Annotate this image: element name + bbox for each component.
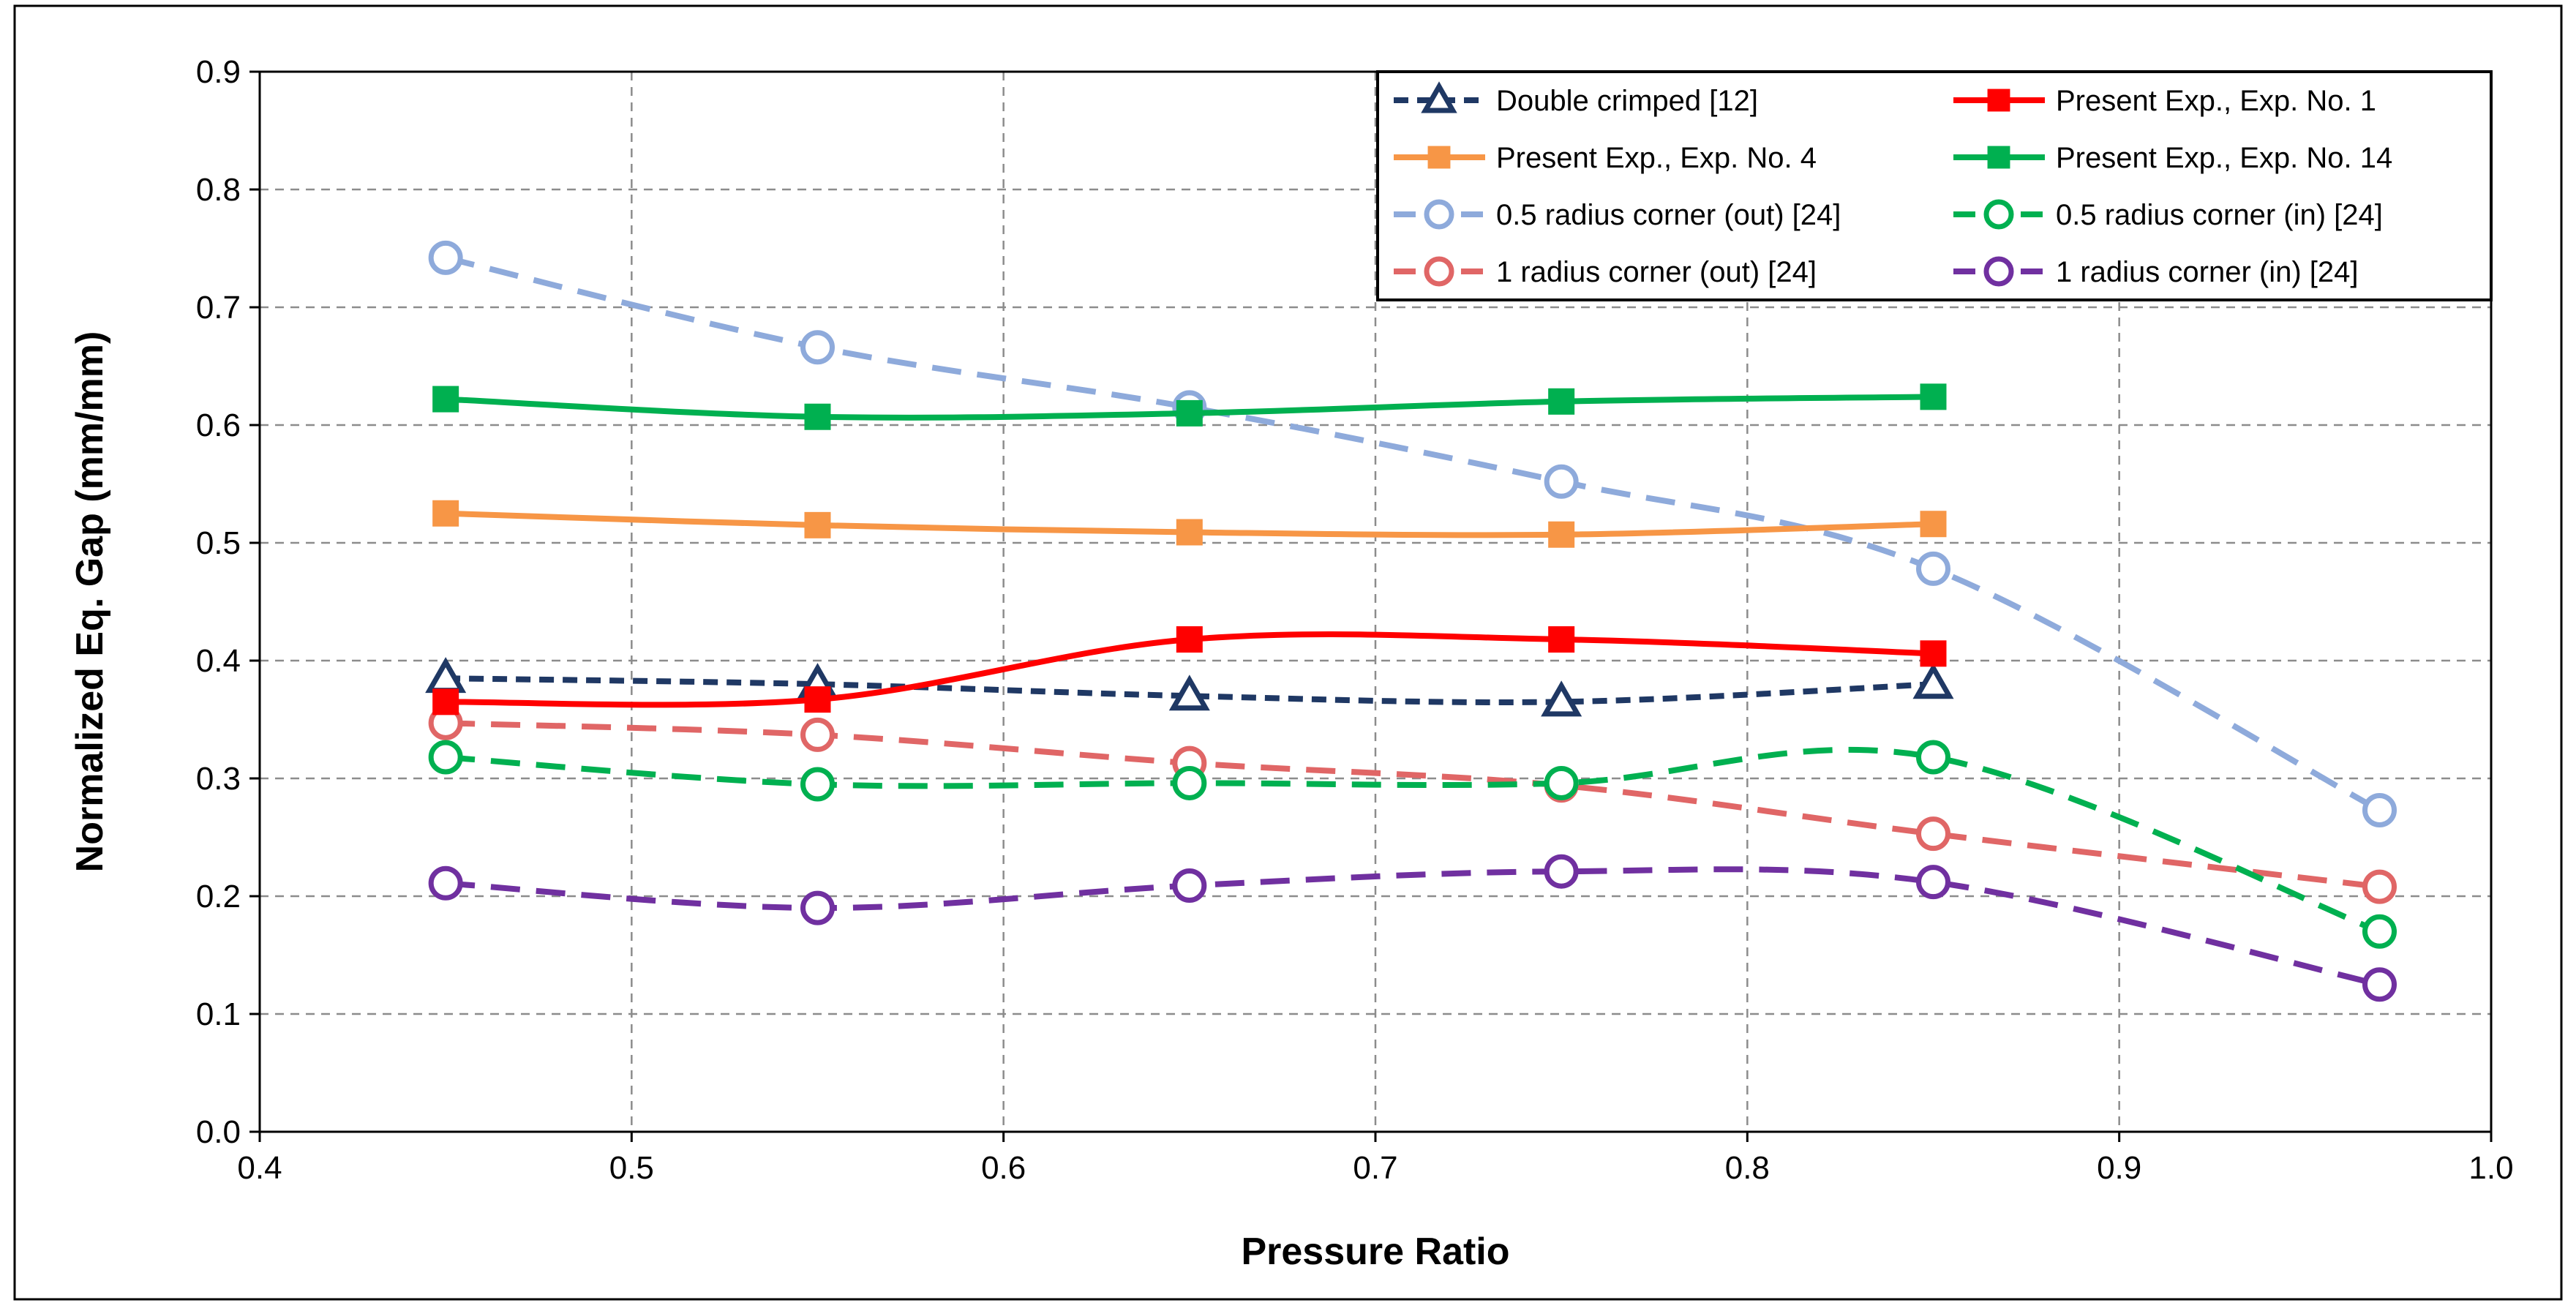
legend-label: Present Exp., Exp. No. 4 <box>1496 142 1817 174</box>
data-point-circle <box>1172 765 1207 800</box>
data-point-circle <box>800 717 835 752</box>
data-point-square <box>1920 511 1947 538</box>
legend-marker-square <box>1987 146 2010 169</box>
data-point-square <box>804 686 831 713</box>
series-layer <box>425 240 2397 1002</box>
series-line <box>446 720 2380 890</box>
legend-item: Present Exp., Exp. No. 4 <box>1394 142 1817 174</box>
x-tick-label: 0.9 <box>2097 1150 2141 1186</box>
y-tick-label: 0.5 <box>196 525 241 561</box>
x-tick-label: 0.5 <box>609 1150 654 1186</box>
series-line <box>445 866 2381 988</box>
data-point-circle <box>800 330 835 365</box>
data-point-square <box>1176 626 1203 653</box>
series-5 <box>428 740 2397 949</box>
legend-marker-circle <box>1424 256 1454 287</box>
legend-marker-circle <box>1983 199 2014 230</box>
legend: Double crimped [12] Present Exp., Exp. No… <box>1376 70 2493 301</box>
series-line <box>445 746 2381 935</box>
x-tick-label: 0.4 <box>237 1150 282 1186</box>
legend-item: 0.5 radius corner (out) [24] <box>1394 199 1841 231</box>
legend-label: Present Exp., Exp. No. 1 <box>2056 85 2376 117</box>
legend-marker-triangle <box>1421 81 1457 113</box>
series-3 <box>432 383 1947 430</box>
data-point-square <box>1176 399 1203 427</box>
legend-marker-square <box>1987 89 2010 112</box>
data-point-circle <box>1172 868 1207 904</box>
y-tick-label: 0.3 <box>196 761 241 797</box>
series-0 <box>425 657 1954 717</box>
series-4 <box>428 240 2397 827</box>
y-tick-label: 0.7 <box>196 290 241 326</box>
data-point-circle <box>800 890 835 925</box>
legend-label: 0.5 radius corner (in) [24] <box>2056 199 2383 231</box>
legend-marker-circle <box>1424 199 1454 230</box>
y-tick-label: 0.8 <box>196 172 241 208</box>
y-tick-label: 0.6 <box>196 407 241 443</box>
legend-label: Present Exp., Exp. No. 14 <box>2056 142 2392 174</box>
x-axis-title: Pressure Ratio <box>1241 1231 1509 1273</box>
data-point-circle <box>428 865 463 901</box>
series-7 <box>428 854 2397 1002</box>
axes: 0.0 0.1 0.2 0.3 0.4 0.5 0.6 0.7 0.8 0.9 0.4 0.5 0.6 0… <box>196 54 2514 1186</box>
data-point-circle <box>428 240 463 275</box>
data-point-square <box>804 403 831 430</box>
data-point-circle <box>2362 869 2397 904</box>
data-point-square <box>804 511 831 538</box>
series-1 <box>432 626 1947 715</box>
data-point-square <box>432 688 459 715</box>
data-point-circle <box>428 740 463 775</box>
data-point-circle <box>1916 740 1950 775</box>
data-point-square <box>1548 388 1575 415</box>
series-line <box>445 255 2381 813</box>
data-point-circle <box>1544 854 1579 889</box>
legend-label: 1 radius corner (out) [24] <box>1496 256 1817 288</box>
legend-label: 0.5 radius corner (out) [24] <box>1496 199 1841 231</box>
data-point-triangle <box>1912 663 1954 699</box>
x-tick-label: 1.0 <box>2468 1150 2513 1186</box>
legend-item: Present Exp., Exp. No. 14 <box>1953 142 2392 174</box>
data-point-square <box>432 500 459 527</box>
y-tick-label: 0.0 <box>196 1114 241 1150</box>
data-point-triangle <box>1168 675 1210 711</box>
legend-marker-circle <box>1983 256 2014 287</box>
data-point-circle <box>800 767 835 802</box>
legend-item: 1 radius corner (in) [24] <box>1953 256 2359 288</box>
x-tick-label: 0.8 <box>1725 1150 1770 1186</box>
data-point-circle <box>1544 765 1579 800</box>
legend-marker-square <box>1427 146 1451 169</box>
x-tick-label: 0.6 <box>981 1150 1026 1186</box>
series-2 <box>432 500 1947 548</box>
data-point-circle <box>1916 865 1950 900</box>
data-point-square <box>1920 383 1947 410</box>
data-point-circle <box>2362 792 2397 827</box>
data-point-circle <box>1916 816 1950 852</box>
y-tick-label: 0.1 <box>196 996 241 1032</box>
data-point-square <box>1548 626 1575 653</box>
data-point-square <box>1548 521 1575 548</box>
legend-item: Present Exp., Exp. No. 1 <box>1953 85 2376 117</box>
data-point-triangle <box>1541 680 1582 717</box>
legend-label: 1 radius corner (in) [24] <box>2056 256 2359 288</box>
data-point-square <box>1176 519 1203 546</box>
y-axis-title: Normalized Eq. Gap (mm/mm) <box>69 331 111 873</box>
series-line <box>446 675 1934 705</box>
legend-box <box>1376 70 2493 301</box>
y-tick-label: 0.4 <box>196 643 241 679</box>
data-point-square <box>432 386 459 413</box>
legend-item: Double crimped [12] <box>1394 81 1758 117</box>
y-tick-label: 0.9 <box>196 54 241 90</box>
y-tick-label: 0.2 <box>196 879 241 914</box>
x-tick-label: 0.7 <box>1353 1150 1397 1186</box>
legend-item: 1 radius corner (out) [24] <box>1394 256 1817 288</box>
legend-item: 0.5 radius corner (in) [24] <box>1953 199 2383 231</box>
data-point-circle <box>2362 967 2397 1002</box>
data-point-circle <box>1544 464 1579 499</box>
legend-label: Double crimped [12] <box>1496 85 1758 117</box>
data-point-circle <box>1916 551 1950 586</box>
data-point-circle <box>2362 914 2397 949</box>
data-point-square <box>1920 640 1947 667</box>
